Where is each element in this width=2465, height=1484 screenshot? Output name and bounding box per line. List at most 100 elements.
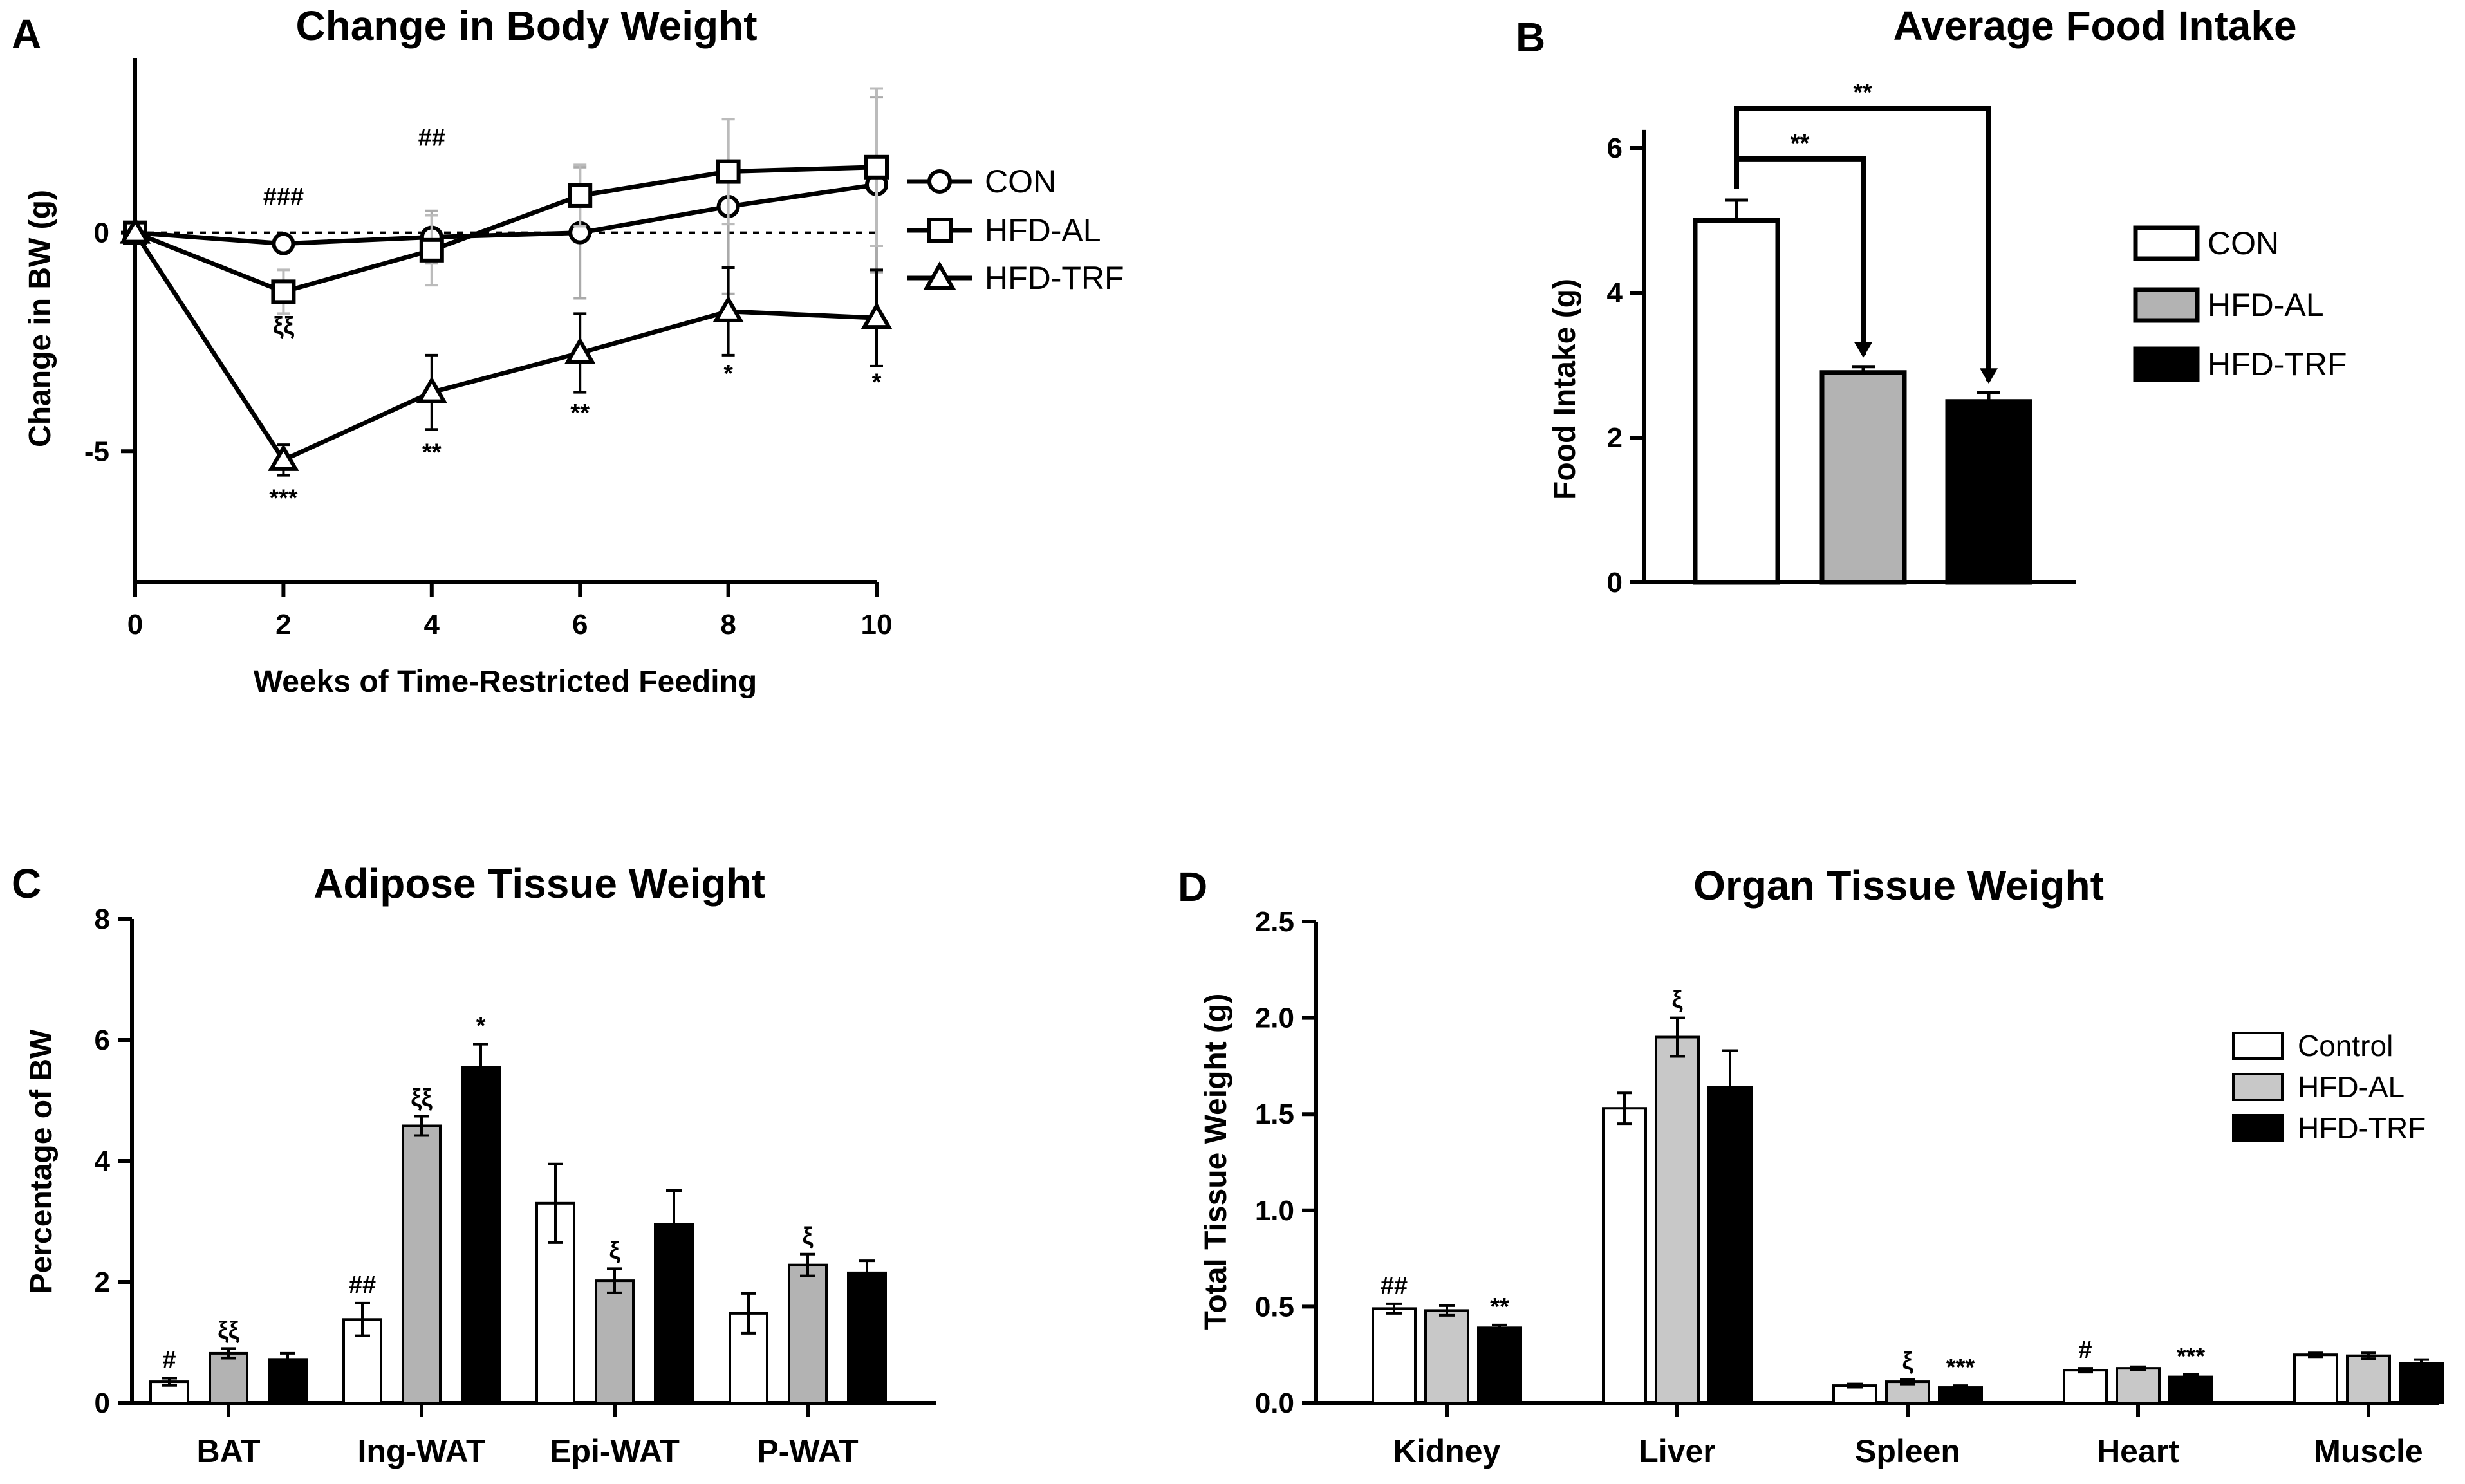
panelC-ytick-label: 4 bbox=[95, 1145, 111, 1177]
series-line-hfd-trf bbox=[133, 231, 877, 463]
bracket-arrowhead bbox=[1854, 342, 1872, 358]
significance-marker: ξξ bbox=[218, 1317, 239, 1344]
significance-marker: ** bbox=[422, 439, 442, 466]
legend-label: HFD-AL bbox=[985, 212, 1101, 248]
bar-heart-control bbox=[2063, 1369, 2108, 1404]
bar-spleen-control bbox=[1832, 1384, 1877, 1405]
data-point-triangle bbox=[268, 443, 299, 471]
bar-ing-wat-hfd-al bbox=[402, 1124, 442, 1404]
data-point-square bbox=[716, 159, 741, 184]
y-axis-label: Food Intake (g) bbox=[1548, 279, 1582, 500]
panel-label: C bbox=[12, 860, 41, 907]
bar-liver-hfd-trf bbox=[1707, 1086, 1753, 1404]
data-point-square bbox=[568, 183, 593, 208]
series-line-con bbox=[135, 182, 877, 246]
significance-bracket bbox=[1734, 106, 1991, 382]
b-ytick-label: 0 bbox=[1607, 567, 1623, 598]
y-tick-label: -5 bbox=[84, 436, 109, 467]
significance-marker: ** bbox=[570, 400, 590, 427]
bar-hfd-trf bbox=[1945, 399, 2032, 585]
panelD-ytick-label: 0.5 bbox=[1255, 1291, 1294, 1322]
panelD-ytick-label: 1.5 bbox=[1255, 1099, 1294, 1130]
panelC-ytick-label: 6 bbox=[95, 1025, 110, 1056]
significance-marker: ** bbox=[1853, 79, 1872, 106]
significance-marker: * bbox=[723, 360, 733, 387]
significance-marker: ### bbox=[263, 183, 304, 210]
significance-marker: *** bbox=[2177, 1343, 2206, 1370]
bar-p-wat-hfd-trf bbox=[847, 1271, 887, 1405]
significance-marker: ξ bbox=[609, 1237, 620, 1264]
bar-liver-control bbox=[1602, 1107, 1647, 1404]
x-tick-label: 10 bbox=[861, 609, 893, 640]
legend-swatch bbox=[2232, 1114, 2284, 1142]
bar-muscle-hfd-al bbox=[2346, 1354, 2391, 1405]
y-axis-label: Change in BW (g) bbox=[23, 190, 57, 447]
significance-marker: ** bbox=[1490, 1294, 1509, 1321]
panelD-ytick-label: 0.0 bbox=[1255, 1387, 1294, 1419]
data-point-triangle bbox=[860, 302, 893, 329]
x-tick-label: Kidney bbox=[1393, 1433, 1501, 1469]
bar-kidney-hfd-al bbox=[1424, 1309, 1469, 1405]
legend-label: HFD-AL bbox=[2208, 287, 2324, 323]
x-tick-label: 0 bbox=[127, 609, 143, 640]
significance-marker: ** bbox=[1791, 130, 1810, 157]
bar-hfd-al bbox=[1819, 370, 1907, 585]
x-tick-label: P-WAT bbox=[757, 1433, 858, 1469]
x-tick-label: 8 bbox=[720, 609, 736, 640]
y-axis-label: Total Tissue Weight (g) bbox=[1199, 994, 1233, 1330]
bar-liver-hfd-al bbox=[1655, 1035, 1700, 1404]
b-ytick-label: 4 bbox=[1607, 277, 1623, 309]
panelD-ytick-label: 1.0 bbox=[1255, 1195, 1294, 1227]
x-tick-label: Epi-WAT bbox=[550, 1433, 680, 1469]
legend-swatch bbox=[2133, 346, 2200, 382]
significance-marker: * bbox=[872, 369, 882, 396]
significance-marker: ξ bbox=[803, 1223, 814, 1250]
legend-marker-triangle bbox=[923, 261, 956, 290]
legend-label: HFD-TRF bbox=[2208, 346, 2347, 382]
chart-title: Change in Body Weight bbox=[295, 3, 757, 49]
b-ytick-label: 6 bbox=[1607, 133, 1623, 164]
bar-spleen-hfd-al bbox=[1885, 1380, 1930, 1404]
series-line-hfd-al bbox=[134, 165, 877, 295]
panel-b-food-intake: B Average Food Intake 0 2 4 6 Food Intake (g) *… bbox=[1516, 3, 2347, 598]
x-tick-label: 2 bbox=[275, 609, 291, 640]
panelC-ytick-label: 8 bbox=[95, 904, 110, 935]
bracket-arrowhead bbox=[1980, 368, 1998, 384]
legend-swatch bbox=[2232, 1073, 2284, 1101]
y-tick-label: 0 bbox=[94, 218, 109, 249]
panel-d-organ-tissue: D Organ Tissue Weight 0.0 0.5 1.0 1.5 2.0 2.5 To… bbox=[1178, 862, 2444, 1469]
data-point-triangle bbox=[119, 216, 151, 244]
bar-muscle-control bbox=[2293, 1353, 2338, 1404]
significance-marker: *** bbox=[269, 485, 298, 512]
significance-marker: # bbox=[162, 1346, 176, 1373]
bar-p-wat-hfd-al bbox=[788, 1263, 828, 1405]
bar-heart-hfd-trf bbox=[2168, 1375, 2213, 1404]
data-point-circle bbox=[272, 232, 295, 255]
legend-swatch bbox=[2133, 225, 2200, 261]
bar-heart-hfd-al bbox=[2116, 1367, 2161, 1405]
legend-swatch bbox=[2232, 1032, 2284, 1060]
bar-ing-wat-hfd-trf bbox=[461, 1066, 501, 1405]
panelD-ytick-label: 2.5 bbox=[1255, 906, 1294, 938]
significance-marker: ξ bbox=[1902, 1348, 1913, 1375]
legend-label: CON bbox=[985, 163, 1056, 199]
data-point-triangle bbox=[564, 337, 596, 364]
data-point-square bbox=[419, 237, 444, 263]
significance-marker: ξξ bbox=[273, 312, 294, 339]
legend-swatch bbox=[2133, 287, 2200, 323]
chart-title: Organ Tissue Weight bbox=[1693, 862, 2104, 909]
bar-epi-wat-hfd-al bbox=[595, 1279, 635, 1404]
x-tick-label: Liver bbox=[1639, 1433, 1716, 1469]
data-point-triangle bbox=[712, 295, 744, 322]
significance-marker: *** bbox=[1946, 1354, 1975, 1381]
significance-marker: ξ bbox=[1672, 987, 1683, 1014]
significance-marker: ## bbox=[349, 1272, 376, 1299]
significance-marker: ## bbox=[1381, 1272, 1408, 1299]
chart-title: Adipose Tissue Weight bbox=[313, 860, 765, 907]
panel-c-adipose-tissue: C Adipose Tissue Weight 0 2 4 6 8 Percentage of… bbox=[12, 860, 936, 1469]
data-point-square bbox=[864, 154, 889, 180]
panel-label: A bbox=[12, 11, 41, 57]
significance-marker: ξξ bbox=[411, 1084, 432, 1111]
legend-label: Control bbox=[2298, 1029, 2393, 1062]
data-point-triangle bbox=[416, 376, 447, 403]
